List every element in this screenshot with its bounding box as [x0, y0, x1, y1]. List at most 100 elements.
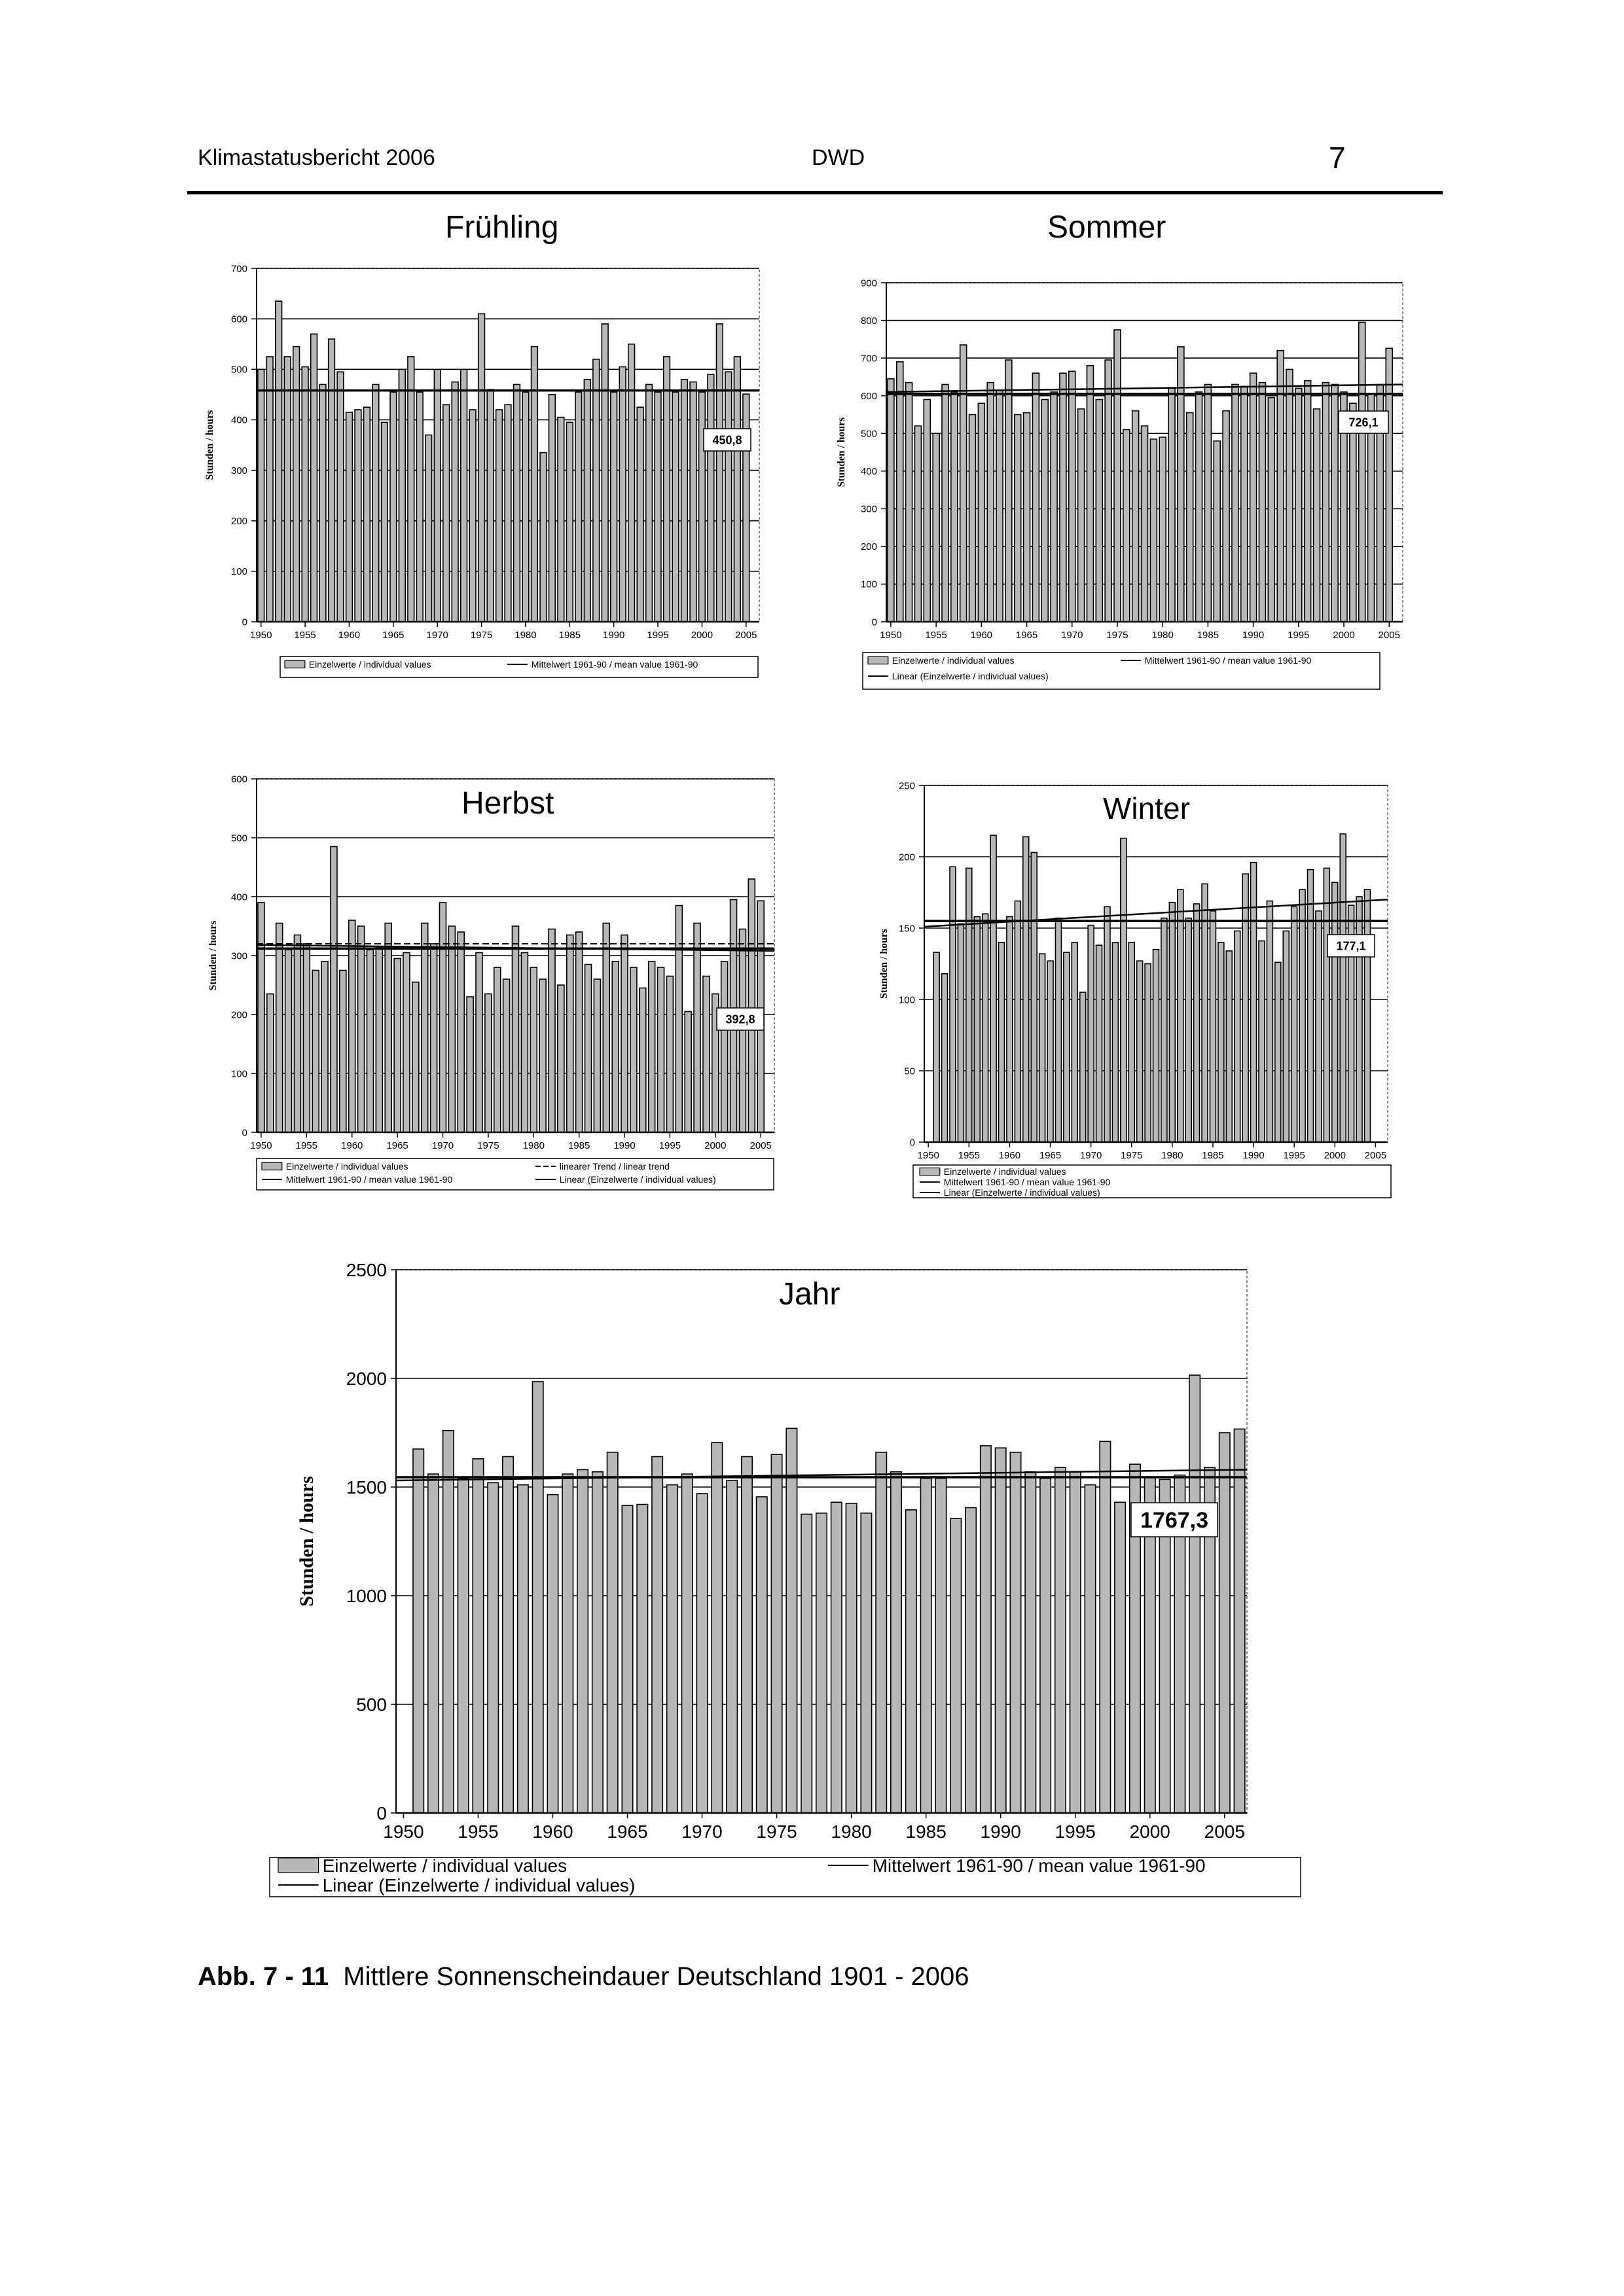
y-axis-title: Stunden / hours [208, 921, 219, 991]
bar [801, 1513, 813, 1814]
bar [1030, 852, 1038, 1143]
bar [1128, 1463, 1141, 1814]
y-tick-label: 300 [861, 504, 877, 515]
bar [1242, 873, 1249, 1143]
x-tick-label: 1960 [341, 1140, 363, 1151]
bar [363, 406, 371, 622]
bar [933, 952, 940, 1143]
bar [1099, 1441, 1111, 1814]
bar [1233, 930, 1241, 1143]
legend-label: Mittelwert 1961-90 / mean value 1961-90 [944, 1177, 1111, 1187]
bar [1084, 1484, 1096, 1814]
bar [1087, 924, 1094, 1143]
x-tick-label: 1985 [906, 1821, 947, 1842]
bar [530, 967, 538, 1133]
bar [403, 952, 410, 1133]
report-title: Klimastatusbericht 2006 [198, 145, 435, 170]
bar [680, 378, 689, 622]
bar [1340, 391, 1348, 622]
bar [1363, 889, 1371, 1143]
bar [548, 928, 556, 1133]
y-axis-title: Stunden / hours [836, 418, 847, 488]
x-tick-label: 1970 [432, 1140, 454, 1151]
bar [1095, 944, 1103, 1143]
y-tick-label: 150 [899, 923, 915, 934]
bar [941, 973, 948, 1143]
header-rule [187, 191, 1443, 194]
x-tick-label: 1990 [613, 1140, 635, 1151]
bar [1225, 950, 1233, 1143]
bar [1024, 1471, 1037, 1814]
plot-area [924, 785, 1388, 1143]
bar [932, 433, 940, 622]
bar [1168, 387, 1176, 622]
bar [1159, 1479, 1171, 1814]
data-label: 392,8 [725, 1013, 755, 1026]
plot-area [395, 1269, 1248, 1814]
bar [1050, 391, 1058, 622]
data-label-box [1327, 934, 1375, 958]
bar [442, 1429, 454, 1814]
caption-text: Mittlere Sonnenscheindauer Deutschland 1… [343, 1962, 969, 1991]
bar [1203, 1467, 1216, 1814]
bar [448, 925, 456, 1133]
bar [1039, 1477, 1052, 1814]
bar [1022, 836, 1030, 1143]
bar [1113, 329, 1121, 622]
bar [412, 1448, 425, 1814]
y-tick-label: 1000 [346, 1586, 387, 1606]
bar [1376, 384, 1384, 622]
bar [1282, 930, 1290, 1143]
trend-line [924, 899, 1388, 928]
bar [1038, 953, 1046, 1143]
bar [1123, 429, 1130, 622]
x-tick-label: 1985 [1202, 1150, 1223, 1161]
bar [466, 996, 474, 1133]
y-axis-title: Stunden / hours [204, 410, 215, 480]
bar [1233, 1428, 1246, 1814]
bar [1240, 386, 1248, 622]
bar [610, 391, 618, 622]
legend-label: Mittelwert 1961-90 / mean value 1961-90 [532, 659, 698, 670]
bar [372, 384, 380, 622]
bar [442, 404, 450, 622]
bar [1274, 961, 1282, 1143]
x-tick-label: 1955 [458, 1821, 498, 1842]
legend-label: Linear (Einzelwerte / individual values) [323, 1875, 636, 1895]
x-tick-label: 1995 [1288, 630, 1309, 641]
x-tick-label: 1970 [681, 1821, 722, 1842]
bar [1315, 910, 1322, 1143]
legend-label: Mittelwert 1961-90 / mean value 1961-90 [1145, 655, 1312, 666]
bar [1006, 916, 1013, 1143]
bar [711, 1442, 723, 1814]
bar [1322, 382, 1330, 622]
x-tick-label: 1970 [1061, 630, 1083, 641]
bar [738, 928, 747, 1133]
bar [557, 416, 565, 622]
bar [1128, 942, 1136, 1143]
chart-title: Winter [1103, 791, 1190, 825]
bar [1177, 346, 1185, 622]
bar [1290, 906, 1298, 1143]
bar [973, 916, 981, 1143]
bar [638, 987, 647, 1133]
legend-swatch-bar [278, 1857, 319, 1873]
x-tick-label: 1995 [647, 630, 668, 641]
chart-title: Herbst [461, 786, 554, 821]
bar [522, 391, 530, 622]
bar [1071, 942, 1079, 1143]
bar [675, 905, 683, 1133]
bar [1349, 403, 1357, 622]
bar [785, 1427, 798, 1814]
bar [1204, 384, 1212, 622]
bar [986, 382, 994, 622]
bar [592, 359, 600, 622]
bar [1059, 372, 1067, 622]
bar [398, 368, 406, 622]
bar [472, 1458, 484, 1814]
bar [696, 1493, 708, 1814]
x-tick-label: 1960 [338, 630, 360, 641]
bar [293, 934, 302, 1133]
